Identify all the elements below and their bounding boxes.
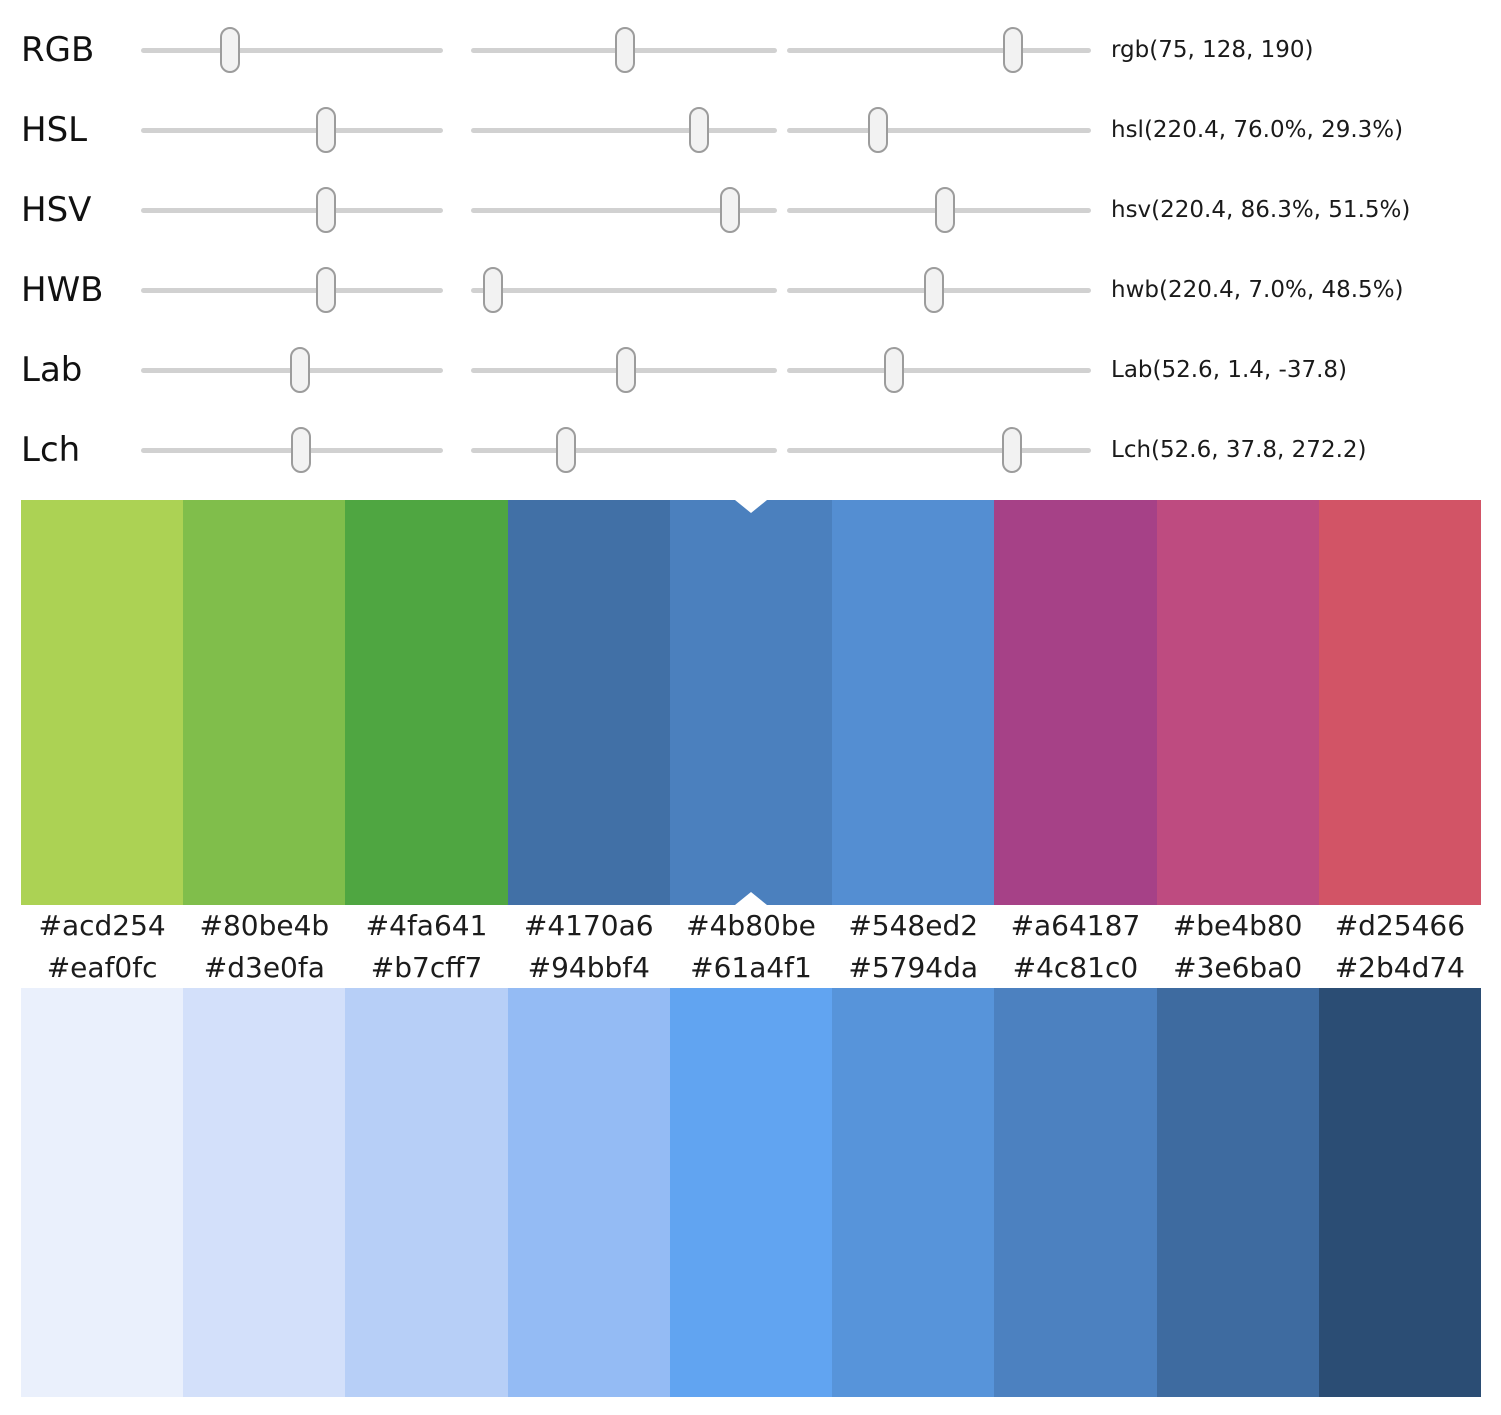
palette-swatch[interactable]	[183, 988, 346, 1397]
hex-code-label: #61a4f1	[690, 950, 812, 984]
hex-code-label: #4fa641	[365, 909, 488, 942]
slider-thumb-3[interactable]	[1003, 27, 1024, 73]
palette-swatch[interactable]	[669, 988, 833, 1397]
slider-track-3[interactable]	[787, 267, 1091, 313]
slider-thumb-3[interactable]	[1001, 427, 1022, 473]
palette-swatch[interactable]	[1156, 988, 1319, 1397]
color-value-text: hsv(220.4, 86.3%, 51.5%)	[1111, 197, 1411, 223]
hex-code-label: #b7cff7	[370, 950, 483, 984]
slider-track-1[interactable]	[141, 27, 443, 73]
slider-track-3[interactable]	[787, 107, 1091, 153]
hex-code-label: #d25466	[1334, 909, 1466, 942]
color-value-text: hsl(220.4, 76.0%, 29.3%)	[1111, 117, 1404, 143]
color-value-text: Lab(52.6, 1.4, -37.8)	[1111, 357, 1347, 383]
palette-swatch[interactable]	[994, 988, 1157, 1397]
slider-track-1[interactable]	[141, 347, 443, 393]
slider-thumb-2[interactable]	[720, 187, 741, 233]
slider-thumb-1[interactable]	[219, 27, 240, 73]
hue-palette-hex-labels: #acd254 #80be4b #4fa641 #4170a6 #4b80be #548e…	[21, 905, 1481, 946]
hex-code-label: #2b4d74	[1334, 950, 1465, 984]
colorspace-label: Lab	[21, 350, 83, 390]
slider-thumb-1[interactable]	[291, 427, 312, 473]
slider-thumb-3[interactable]	[868, 107, 889, 153]
palette-swatch[interactable]	[1318, 500, 1481, 905]
palette-swatch[interactable]	[1318, 988, 1481, 1397]
slider-thumb-3[interactable]	[924, 267, 945, 313]
hex-code-label: #548ed2	[848, 909, 979, 942]
hex-code-label: #acd254	[38, 909, 166, 942]
color-value-text: hwb(220.4, 7.0%, 48.5%)	[1111, 277, 1404, 303]
slider-track-2[interactable]	[471, 187, 777, 233]
hex-code-label: #eaf0fc	[46, 950, 158, 984]
colorspace-label: HWB	[21, 270, 104, 310]
hex-code-label: #4170a6	[523, 909, 654, 942]
palette-swatch-selected[interactable]	[669, 500, 833, 905]
slider-track-3[interactable]	[787, 27, 1091, 73]
slider-track-3[interactable]	[787, 427, 1091, 473]
slider-thumb-2[interactable]	[689, 107, 710, 153]
hue-palette	[21, 500, 1481, 905]
palette-swatch[interactable]	[507, 988, 670, 1397]
slider-thumb-1[interactable]	[315, 107, 336, 153]
hex-code-label: #80be4b	[199, 909, 330, 942]
slider-track-2[interactable]	[471, 427, 777, 473]
slider-track-2[interactable]	[471, 267, 777, 313]
slider-track-3[interactable]	[787, 187, 1091, 233]
slider-track-1[interactable]	[141, 427, 443, 473]
palette-swatch[interactable]	[994, 500, 1157, 905]
colorspace-label: HSV	[21, 190, 92, 230]
color-value-text: Lch(52.6, 37.8, 272.2)	[1111, 437, 1367, 463]
slider-thumb-2[interactable]	[614, 27, 635, 73]
slider-track-1[interactable]	[141, 107, 443, 153]
slider-thumb-3[interactable]	[884, 347, 904, 393]
shade-palette-hex-labels: #eaf0fc #d3e0fa #b7cff7 #94bbf4 #61a4f1 #5794…	[21, 946, 1481, 988]
palette-swatch[interactable]	[1156, 500, 1319, 905]
slider-thumb-1[interactable]	[289, 347, 310, 393]
palette-swatch[interactable]	[183, 500, 346, 905]
palette-swatch[interactable]	[507, 500, 670, 905]
hex-code-label: #3e6ba0	[1173, 950, 1303, 984]
slider-row: Lab Lab(52.6, 1.4, -37.8)	[0, 330, 1501, 410]
palette-swatch[interactable]	[832, 500, 995, 905]
palette-swatch[interactable]	[21, 500, 184, 905]
slider-track-2[interactable]	[471, 107, 777, 153]
slider-row: RGB rgb(75, 128, 190)	[0, 10, 1501, 90]
slider-row: Lch Lch(52.6, 37.8, 272.2)	[0, 410, 1501, 490]
slider-thumb-3[interactable]	[935, 187, 956, 233]
colorspace-label: Lch	[21, 430, 81, 470]
shade-palette	[21, 988, 1481, 1397]
slider-row: HSV hsv(220.4, 86.3%, 51.5%)	[0, 170, 1501, 250]
slider-thumb-2[interactable]	[483, 267, 504, 313]
palette-swatch[interactable]	[832, 988, 995, 1397]
hex-code-label: #5794da	[848, 950, 979, 984]
slider-row: HSL hsl(220.4, 76.0%, 29.3%)	[0, 90, 1501, 170]
hex-code-label: #a64187	[1010, 909, 1141, 942]
hex-code-label: #be4b80	[1172, 909, 1303, 942]
slider-thumb-2[interactable]	[555, 427, 576, 473]
slider-track-3[interactable]	[787, 347, 1091, 393]
slider-track-1[interactable]	[141, 187, 443, 233]
slider-track-2[interactable]	[471, 347, 777, 393]
slider-thumb-2[interactable]	[615, 347, 636, 393]
hex-code-label: #4b80be	[686, 909, 816, 942]
slider-thumb-1[interactable]	[315, 267, 336, 313]
hex-code-label: #4c81c0	[1012, 950, 1139, 984]
palette-swatch[interactable]	[21, 988, 184, 1397]
slider-thumb-1[interactable]	[315, 187, 336, 233]
hex-code-label: #94bbf4	[527, 950, 650, 984]
palette-swatch[interactable]	[345, 500, 508, 905]
slider-track-2[interactable]	[471, 27, 777, 73]
color-value-text: rgb(75, 128, 190)	[1111, 37, 1314, 63]
palette-swatch[interactable]	[345, 988, 508, 1397]
colorspace-label: RGB	[21, 30, 95, 70]
slider-panel: RGB rgb(75, 128, 190) HSL hsl(220.4, 76.…	[0, 0, 1501, 490]
slider-row: HWB hwb(220.4, 7.0%, 48.5%)	[0, 250, 1501, 330]
slider-track-1[interactable]	[141, 267, 443, 313]
colorspace-label: HSL	[21, 110, 88, 150]
hex-code-label: #d3e0fa	[203, 950, 325, 984]
